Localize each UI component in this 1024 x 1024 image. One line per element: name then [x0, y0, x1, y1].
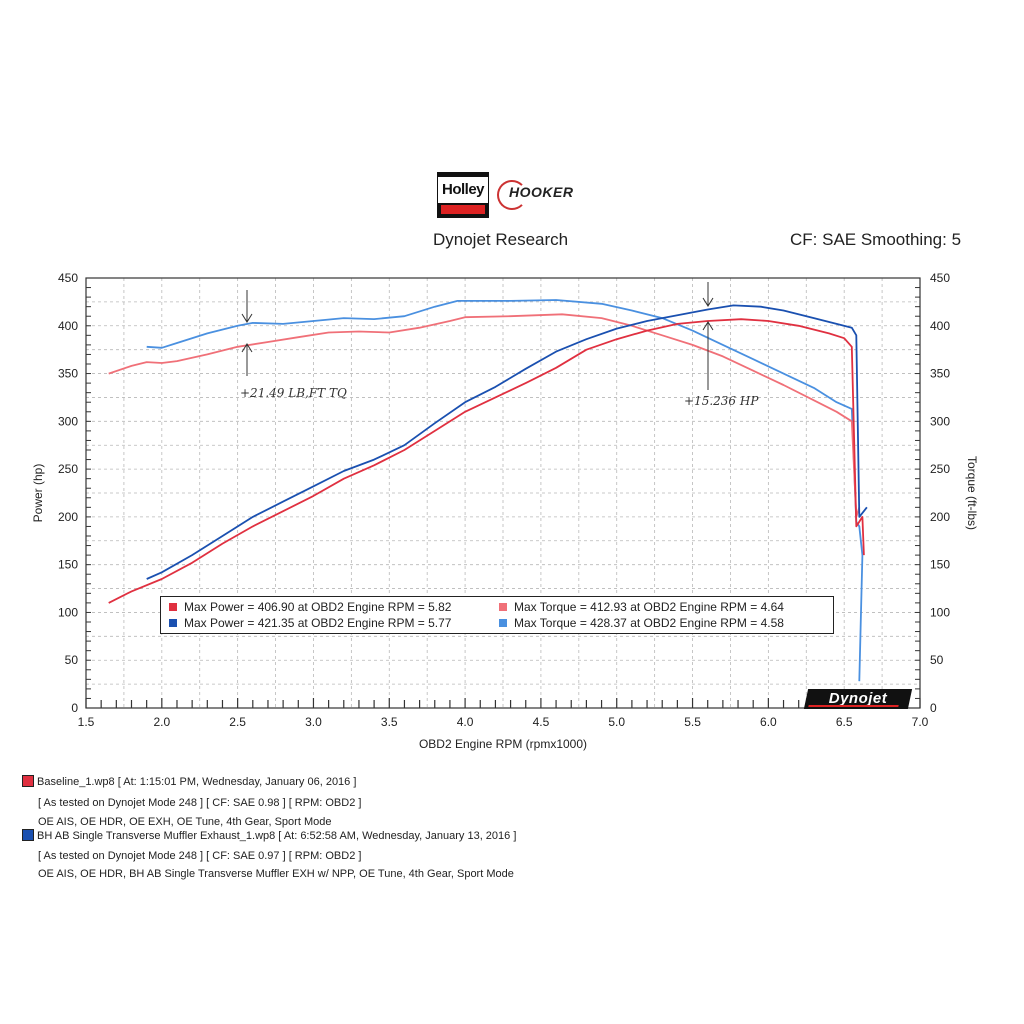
- y-tick-label-left: 350: [58, 367, 78, 381]
- run1-title-line: Baseline_1.wp8 [ At: 1:15:01 PM, Wednesd…: [22, 775, 357, 788]
- x-tick-label: 2.0: [153, 715, 170, 729]
- legend-entry-baseline-torque: Max Torque = 412.93 at OBD2 Engine RPM =…: [499, 599, 784, 615]
- annotation-arrows: [241, 282, 714, 390]
- chart-title: Dynojet Research: [433, 230, 569, 249]
- run2-title: BH AB Single Transverse Muffler Exhaust_…: [37, 830, 517, 842]
- legend-entry-bh-power: Max Power = 421.35 at OBD2 Engine RPM = …: [169, 615, 451, 631]
- y-tick-label-right: 400: [930, 319, 950, 333]
- holley-logo-text: Holley: [441, 181, 485, 198]
- hooker-logo: HOOKER: [497, 180, 592, 210]
- legend-text: Max Power = 421.35 at OBD2 Engine RPM = …: [184, 616, 452, 630]
- run1-title: Baseline_1.wp8 [ At: 1:15:01 PM, Wednesd…: [37, 776, 357, 788]
- y-tick-label-right: 150: [930, 558, 950, 572]
- x-tick-label: 6.0: [760, 715, 777, 729]
- series-line-bh-torque: [146, 299, 864, 682]
- y-tick-label-right: 250: [930, 462, 950, 476]
- legend-swatch: [169, 618, 177, 627]
- x-tick-label: 2.5: [229, 715, 246, 729]
- y-tick-label-right: 0: [930, 701, 937, 715]
- y-tick-label-left: 300: [58, 414, 78, 428]
- x-tick-label: 4.0: [457, 715, 474, 729]
- legend-swatch: [169, 602, 177, 611]
- run1-config: OE AIS, OE HDR, OE EXH, OE Tune, 4th Gea…: [38, 816, 332, 828]
- y-axis-label-right: Torque (ft-lbs): [965, 456, 979, 530]
- y-tick-label-left: 50: [65, 653, 79, 667]
- axis-ticks: 1.5 2.0 2.5 3.0 3.5 4.0 4.5 5.0 5.5 6.0 6.5 7.00 050…: [58, 271, 950, 729]
- legend-entry-baseline-power: Max Power = 406.90 at OBD2 Engine RPM = …: [169, 599, 451, 615]
- series-line-bh-power: [146, 304, 868, 580]
- run2-title-line: BH AB Single Transverse Muffler Exhaust_…: [22, 829, 517, 842]
- series-line-baseline-torque: [108, 313, 861, 518]
- chart-grid: [85, 277, 921, 709]
- legend-swatch: [499, 602, 507, 611]
- hp-gain-annotation: +15.236 HP: [684, 394, 759, 408]
- chart-legend: Max Power = 406.90 at OBD2 Engine RPM = …: [160, 596, 834, 634]
- y-tick-label-left: 400: [58, 319, 78, 333]
- x-tick-label: 6.5: [836, 715, 853, 729]
- y-tick-label-left: 450: [58, 271, 78, 285]
- x-tick-label: 3.5: [381, 715, 398, 729]
- x-tick-label: 4.5: [533, 715, 550, 729]
- x-tick-label: 7.0: [912, 715, 929, 729]
- plot-frame: [85, 277, 921, 709]
- y-tick-label-right: 450: [930, 271, 950, 285]
- correction-factor-label: CF: SAE Smoothing: 5: [790, 230, 962, 249]
- run1-swatch: [22, 775, 34, 788]
- holley-logo: Holley: [437, 172, 489, 218]
- y-tick-label-right: 350: [930, 367, 950, 381]
- y-axis-label-left: Power (hp): [31, 464, 45, 523]
- torque-gain-annotation: +21.49 LB,FT TQ: [240, 386, 347, 400]
- x-tick-label: 5.0: [608, 715, 625, 729]
- legend-text: Max Torque = 412.93 at OBD2 Engine RPM =…: [514, 600, 784, 614]
- y-tick-label-left: 250: [58, 462, 78, 476]
- y-tick-label-left: 0: [71, 701, 78, 715]
- y-tick-label-left: 100: [58, 605, 78, 619]
- x-tick-label: 1.5: [78, 715, 95, 729]
- x-tick-label: 5.5: [684, 715, 701, 729]
- run2-details: [ As tested on Dynojet Mode 248 ] [ CF: …: [38, 850, 362, 862]
- y-tick-label-right: 50: [930, 653, 944, 667]
- y-tick-label-right: 300: [930, 414, 950, 428]
- series-line-baseline-power: [108, 318, 865, 604]
- y-tick-label-left: 150: [58, 558, 78, 572]
- run2-config: OE AIS, OE HDR, BH AB Single Transverse …: [38, 868, 514, 880]
- legend-swatch: [499, 618, 507, 627]
- run2-swatch: [22, 829, 34, 842]
- chart-series: [108, 299, 868, 682]
- y-tick-label-right: 200: [930, 510, 950, 524]
- dynojet-logo: Dynojet: [803, 689, 913, 709]
- legend-text: Max Torque = 428.37 at OBD2 Engine RPM =…: [514, 616, 784, 630]
- legend-text: Max Power = 406.90 at OBD2 Engine RPM = …: [184, 600, 452, 614]
- legend-entry-bh-torque: Max Torque = 428.37 at OBD2 Engine RPM =…: [499, 615, 784, 631]
- x-axis-label: OBD2 Engine RPM (rpmx1000): [419, 737, 587, 751]
- run1-details: [ As tested on Dynojet Mode 248 ] [ CF: …: [38, 797, 362, 809]
- y-tick-label-left: 200: [58, 510, 78, 524]
- hooker-logo-text: HOOKER: [509, 184, 574, 200]
- y-tick-label-right: 100: [930, 605, 950, 619]
- x-tick-label: 3.0: [305, 715, 322, 729]
